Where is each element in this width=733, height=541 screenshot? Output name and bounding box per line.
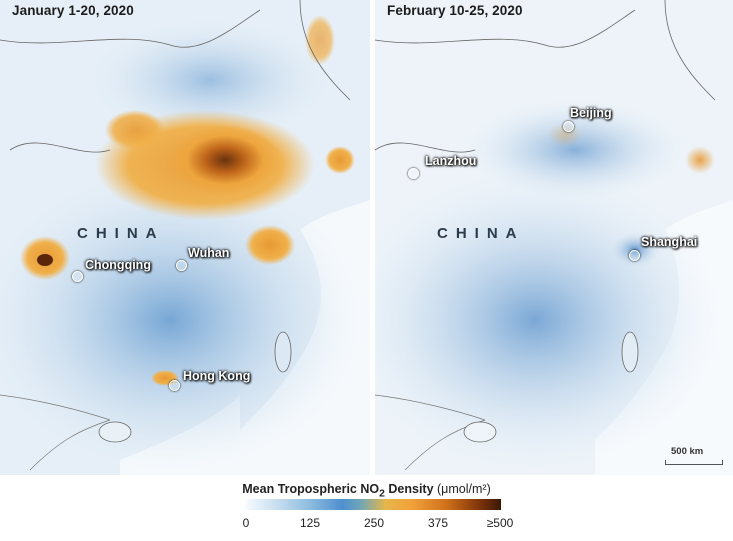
legend-title-prefix: Mean Tropospheric NO	[242, 482, 380, 496]
map-panel-february: February 10-25, 2020 CHINA Beijing Lanzh…	[375, 0, 733, 475]
city-label-chongqing: Chongqing	[85, 258, 151, 272]
city-label-wuhan: Wuhan	[188, 246, 230, 260]
wuhan-marker-icon	[176, 260, 187, 271]
legend-tick-0: 0	[242, 516, 250, 530]
city-label-beijing: Beijing	[570, 106, 612, 120]
country-label-right: CHINA	[437, 225, 525, 242]
legend-title-subscript: 2	[379, 488, 385, 500]
legend-tick-125: 125	[299, 516, 321, 530]
lanzhou-marker-icon	[408, 168, 419, 179]
legend-tick-500: ≥500	[486, 516, 514, 530]
no2-map-january	[0, 0, 370, 475]
legend-color-bar	[245, 499, 501, 510]
shanghai-marker-icon	[629, 250, 640, 261]
chongqing-marker-icon	[72, 271, 83, 282]
country-label-left: CHINA	[77, 225, 165, 242]
scale-bar	[665, 460, 723, 465]
map-panel-january: January 1-20, 2020 CHINA Chongqing Wuhan…	[0, 0, 370, 475]
city-label-hong-kong: Hong Kong	[183, 369, 251, 383]
legend-tick-375: 375	[427, 516, 449, 530]
legend-tick-250: 250	[363, 516, 385, 530]
legend-units: (μmol/m²)	[437, 482, 491, 496]
city-label-lanzhou: Lanzhou	[425, 154, 477, 168]
legend-title-mid: Density	[384, 482, 438, 496]
period-title-right: February 10-25, 2020	[387, 3, 523, 18]
period-title-left: January 1-20, 2020	[12, 3, 134, 18]
no2-map-february	[375, 0, 733, 475]
scale-bar-label: 500 km	[671, 446, 704, 457]
beijing-marker-icon	[563, 121, 574, 132]
hong-kong-marker-icon	[169, 380, 180, 391]
legend-title: Mean Tropospheric NO2 Density (μmol/m²)	[0, 482, 733, 500]
city-label-shanghai: Shanghai	[641, 235, 698, 249]
